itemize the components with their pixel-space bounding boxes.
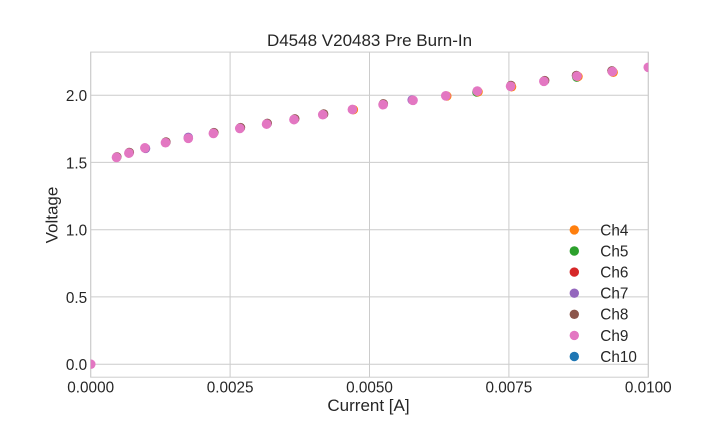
svg-text:Ch6: Ch6 bbox=[600, 265, 628, 282]
svg-text:1.5: 1.5 bbox=[66, 155, 87, 172]
svg-text:Ch9: Ch9 bbox=[600, 328, 628, 345]
svg-text:Ch5: Ch5 bbox=[600, 243, 628, 260]
svg-text:0.5: 0.5 bbox=[66, 290, 87, 307]
svg-text:Ch7: Ch7 bbox=[600, 286, 628, 303]
svg-text:0.0075: 0.0075 bbox=[486, 380, 533, 397]
svg-text:D4548 V20483 Pre Burn-In: D4548 V20483 Pre Burn-In bbox=[267, 31, 472, 50]
svg-text:2.0: 2.0 bbox=[66, 88, 87, 105]
svg-text:1.0: 1.0 bbox=[66, 223, 87, 240]
svg-text:Current [A]: Current [A] bbox=[327, 396, 409, 415]
svg-text:0.0000: 0.0000 bbox=[67, 380, 114, 397]
svg-text:0.0100: 0.0100 bbox=[625, 380, 672, 397]
svg-text:0.0025: 0.0025 bbox=[207, 380, 254, 397]
svg-text:Ch4: Ch4 bbox=[600, 222, 629, 239]
svg-text:Ch8: Ch8 bbox=[600, 307, 628, 324]
svg-text:0.0050: 0.0050 bbox=[346, 380, 393, 397]
svg-text:0.0: 0.0 bbox=[66, 357, 87, 374]
svg-text:Voltage: Voltage bbox=[43, 187, 62, 244]
svg-text:Ch10: Ch10 bbox=[600, 349, 637, 366]
